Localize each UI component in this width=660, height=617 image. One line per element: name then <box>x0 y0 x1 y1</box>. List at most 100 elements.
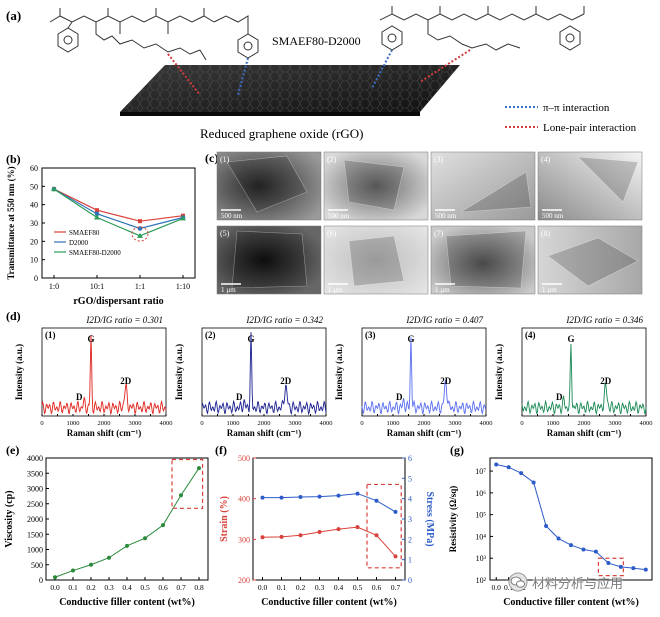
x-tick-label: 3000 <box>609 420 622 427</box>
data-point <box>260 495 265 500</box>
legend-label-pi: π–π interaction <box>543 102 610 114</box>
polymer-structure-right <box>379 6 585 51</box>
x-tick-label: 0.0 <box>492 583 502 592</box>
graphene-flake <box>343 159 405 211</box>
tem-image <box>216 151 322 221</box>
data-point <box>197 466 201 471</box>
scale-bar-label: 1 µm <box>221 286 236 294</box>
y-tick-label: 10³ <box>476 554 487 563</box>
y-tick-label-left: 300 <box>238 535 250 544</box>
data-point <box>355 525 360 530</box>
data-point <box>556 536 561 541</box>
x-tick-label: 4000 <box>480 420 493 427</box>
peak-label-2d: 2D <box>120 376 132 386</box>
y-tick-label: 3000 <box>27 485 43 494</box>
y-axis-label: Transmittance at 550 nm (%) <box>6 166 16 279</box>
graphene-flake <box>460 171 532 213</box>
y-tick-label: 10⁵ <box>475 511 486 520</box>
data-point <box>107 555 111 560</box>
graphene-flake <box>226 155 308 213</box>
panel-c: (c) (1) 500 nm (2) 500 nm (3) 500 nm (4) 500 nm… <box>205 150 660 308</box>
data-point <box>143 536 147 541</box>
data-point <box>71 568 75 573</box>
x-tick-label: 0 <box>360 420 363 427</box>
y-tick-label-left: 200 <box>238 576 250 585</box>
lone-pair-line-2 <box>419 49 471 83</box>
y-tick-label-right: 3 <box>408 515 412 524</box>
y-axis-label-right: Stress (MPa) <box>424 491 435 546</box>
y-tick-label: 2000 <box>27 515 43 524</box>
peak-label-2d: 2D <box>280 376 292 386</box>
data-point <box>618 564 623 569</box>
tem-tag: (4) <box>541 155 551 164</box>
panel-a: (a) <box>0 0 660 150</box>
polymer-structure-left <box>49 8 259 61</box>
x-tick-label: 3000 <box>289 420 302 427</box>
tem-image <box>216 225 322 295</box>
data-point <box>317 530 322 535</box>
panel-e: (e) 0 500 1000 1500 2000 2500 3000 3500 4000 0.0 0… <box>0 440 215 612</box>
y-tick-label: 10⁷ <box>475 467 486 476</box>
scale-bar-label: 1 µm <box>542 286 557 294</box>
data-point <box>89 562 93 567</box>
panel-b: (b) 0 10 20 30 40 50 60 1:0 10:1 1:1 1:10 rGO/dispe… <box>0 150 205 310</box>
ratio-label: I2D/IG ratio = 0.346 <box>565 315 643 325</box>
data-point <box>95 208 99 213</box>
data-point <box>355 491 360 496</box>
x-tick-label: 1000 <box>67 420 80 427</box>
x-tick-label: 1000 <box>387 420 400 427</box>
data-point <box>593 549 598 554</box>
panel-c-letter: (c) <box>205 151 218 165</box>
panel-g-letter: (g) <box>450 443 464 457</box>
x-tick-label: 0 <box>200 420 203 427</box>
ratio-label: I2D/IG ratio = 0.342 <box>245 315 323 325</box>
panel-c-tem-grid: (c) (1) 500 nm (2) 500 nm (3) 500 nm (4) 500 nm… <box>205 151 643 295</box>
scale-bar-label: 500 nm <box>435 212 457 220</box>
panel-d: (d) (1) I2D/IG ratio = 0.301 Intensity (a.… <box>0 308 660 438</box>
panel-a-figure: (a) <box>6 6 637 141</box>
y-tick-label-left: 500 <box>238 454 250 463</box>
y-axis-label: Intensity (a.u.) <box>14 344 24 400</box>
data-point <box>631 566 636 571</box>
lone-pair-line-1 <box>167 53 201 96</box>
data-point <box>606 561 611 566</box>
series-line <box>54 467 200 578</box>
data-point <box>161 523 165 528</box>
scale-bar-label: 1 µm <box>435 286 450 294</box>
graphene-flake <box>348 235 405 287</box>
x-tick-label: 0.5 <box>353 583 363 592</box>
spectrum-tag: (4) <box>525 330 536 340</box>
panel-e-letter: (e) <box>6 443 19 457</box>
data-point <box>317 494 322 499</box>
data-point <box>374 498 379 503</box>
y-axis-label-left: Strain (%) <box>219 496 230 542</box>
data-point <box>137 232 143 238</box>
x-tick-label: 1:10 <box>176 282 190 291</box>
data-point <box>94 214 100 220</box>
x-tick-label: 0 <box>40 420 43 427</box>
y-tick-label: 0 <box>39 576 43 585</box>
data-point <box>506 465 511 470</box>
y-tick-label: 4000 <box>27 454 43 463</box>
x-tick-label: 0.4 <box>334 583 344 592</box>
x-tick-label: 0.1 <box>504 583 514 592</box>
series-line-right <box>262 493 396 513</box>
spectrum-line <box>361 337 487 416</box>
x-tick-label: 0.8 <box>194 583 204 592</box>
panel-a-letter: (a) <box>6 8 21 23</box>
x-tick-label: 0.4 <box>122 583 132 592</box>
panel-d-raman-spectra: (d) (1) I2D/IG ratio = 0.301 Intensity (a.… <box>6 309 653 438</box>
ratio-label: I2D/IG ratio = 0.301 <box>85 315 163 325</box>
x-tick-label: 0.3 <box>315 583 325 592</box>
watermark-text: 材料分析与应用 <box>532 576 624 592</box>
peak-label-d: D <box>76 392 83 402</box>
panel-b-letter: (b) <box>6 152 21 166</box>
tem-tag: (2) <box>327 155 337 164</box>
data-point <box>298 533 303 538</box>
plot-frame <box>489 457 653 581</box>
y-tick-label-right: 2 <box>408 535 412 544</box>
highlight-circle <box>131 226 149 242</box>
x-tick-label: 10:1 <box>90 282 104 291</box>
y-tick-label: 2500 <box>27 500 43 509</box>
data-point <box>581 547 586 552</box>
